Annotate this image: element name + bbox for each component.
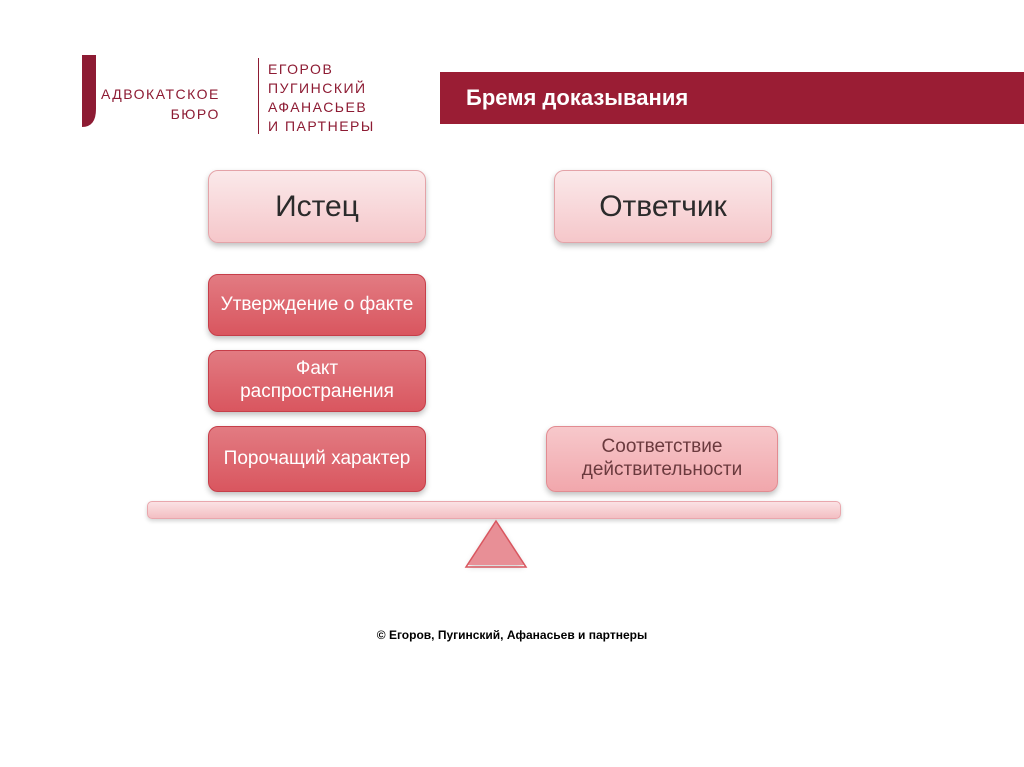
defendant-label: Ответчик [599, 190, 727, 224]
header: АДВОКАТСКОЕ БЮРО ЕГОРОВ ПУГИНСКИЙ АФАНАС… [0, 0, 1024, 135]
defendant-box: Ответчик [554, 170, 772, 243]
logo-partner-names: ЕГОРОВ ПУГИНСКИЙ АФАНАСЬЕВ И ПАРТНЕРЫ [268, 60, 375, 136]
balance-beam [147, 501, 841, 519]
logo-line: ЕГОРОВ [268, 60, 375, 79]
plaintiff-label: Истец [275, 190, 359, 224]
plaintiff-item-label: Порочащий характер [224, 448, 411, 471]
plaintiff-item-label: Утверждение о факте [221, 294, 414, 317]
plaintiff-item: Порочащий характер [208, 426, 426, 492]
logo-line: БЮРО [101, 105, 220, 125]
logo-line: ПУГИНСКИЙ [268, 79, 375, 98]
defendant-item: Соответствие действительности [546, 426, 778, 492]
copyright-text: © Егоров, Пугинский, Афанасьев и партнер… [377, 628, 647, 642]
slide-title-bar: Бремя доказывания [440, 72, 1024, 124]
logo-mark [82, 55, 100, 134]
plaintiff-box: Истец [208, 170, 426, 243]
plaintiff-item: Утверждение о факте [208, 274, 426, 336]
logo-divider [258, 58, 259, 134]
logo-line: АФАНАСЬЕВ [268, 98, 375, 117]
logo-text-bureau: АДВОКАТСКОЕ БЮРО [101, 85, 220, 124]
logo-line: И ПАРТНЕРЫ [268, 117, 375, 136]
fulcrum-outline [462, 519, 530, 569]
logo-line: АДВОКАТСКОЕ [101, 85, 220, 105]
defendant-item-label: Соответствие действительности [555, 436, 769, 482]
plaintiff-item-label: Факт распространения [217, 358, 417, 404]
slide-title: Бремя доказывания [466, 85, 688, 111]
plaintiff-item: Факт распространения [208, 350, 426, 412]
copyright-line: © Егоров, Пугинский, Афанасьев и партнер… [0, 628, 1024, 642]
burden-of-proof-diagram: Истец Ответчик Утверждение о факте Факт … [0, 160, 1024, 680]
